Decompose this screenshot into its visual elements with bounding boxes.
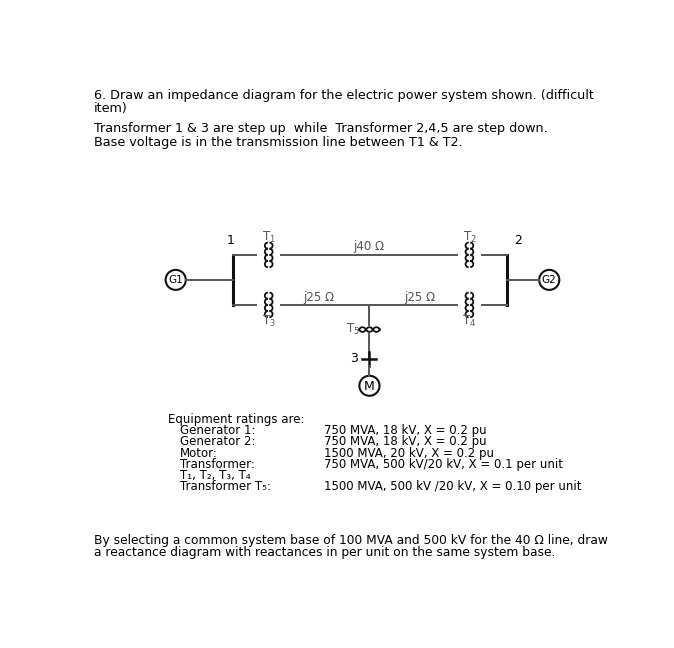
Text: T$_1$: T$_1$ <box>262 231 276 246</box>
Text: T$_3$: T$_3$ <box>262 314 276 329</box>
Text: 750 MVA, 18 kV, X = 0.2 pu: 750 MVA, 18 kV, X = 0.2 pu <box>324 424 487 437</box>
Text: T$_2$: T$_2$ <box>462 231 477 246</box>
Text: j25 Ω: j25 Ω <box>303 291 334 304</box>
Text: 1: 1 <box>226 235 235 248</box>
Text: M: M <box>364 380 375 393</box>
Text: 2: 2 <box>514 235 522 248</box>
Text: item): item) <box>94 102 127 115</box>
Text: j25 Ω: j25 Ω <box>404 291 435 304</box>
Text: Transformer:: Transformer: <box>181 457 255 470</box>
Text: Generator 2:: Generator 2: <box>181 435 256 448</box>
Text: a reactance diagram with reactances in per unit on the same system base.: a reactance diagram with reactances in p… <box>94 546 555 559</box>
Text: Transformer T₅:: Transformer T₅: <box>181 480 271 493</box>
Text: G2: G2 <box>542 275 557 285</box>
Text: Motor:: Motor: <box>181 446 218 459</box>
Text: Base voltage is in the transmission line between T1 & T2.: Base voltage is in the transmission line… <box>94 136 462 149</box>
Text: 750 MVA, 500 kV/20 kV, X = 0.1 per unit: 750 MVA, 500 kV/20 kV, X = 0.1 per unit <box>324 457 563 470</box>
Text: 1500 MVA, 500 kV /20 kV, X = 0.10 per unit: 1500 MVA, 500 kV /20 kV, X = 0.10 per un… <box>324 480 582 493</box>
Text: Equipment ratings are:: Equipment ratings are: <box>168 413 305 426</box>
Text: By selecting a common system base of 100 MVA and 500 kV for the 40 Ω line, draw: By selecting a common system base of 100… <box>94 533 607 547</box>
Text: 3: 3 <box>350 353 358 365</box>
Text: Transformer 1 & 3 are step up  while  Transformer 2,4,5 are step down.: Transformer 1 & 3 are step up while Tran… <box>94 122 547 135</box>
Text: T$_4$: T$_4$ <box>462 314 477 329</box>
Text: 750 MVA, 18 kV, X = 0.2 pu: 750 MVA, 18 kV, X = 0.2 pu <box>324 435 487 448</box>
Text: 1500 MVA, 20 kV, X = 0.2 pu: 1500 MVA, 20 kV, X = 0.2 pu <box>324 446 495 459</box>
Text: G1: G1 <box>168 275 183 285</box>
Text: T₁, T₂, T₃, T₄: T₁, T₂, T₃, T₄ <box>181 469 251 482</box>
Text: 6. Draw an impedance diagram for the electric power system shown. (difficult: 6. Draw an impedance diagram for the ele… <box>94 89 593 102</box>
Text: j40 Ω: j40 Ω <box>353 240 385 253</box>
Text: Generator 1:: Generator 1: <box>181 424 256 437</box>
Text: T$_5$: T$_5$ <box>346 322 359 337</box>
